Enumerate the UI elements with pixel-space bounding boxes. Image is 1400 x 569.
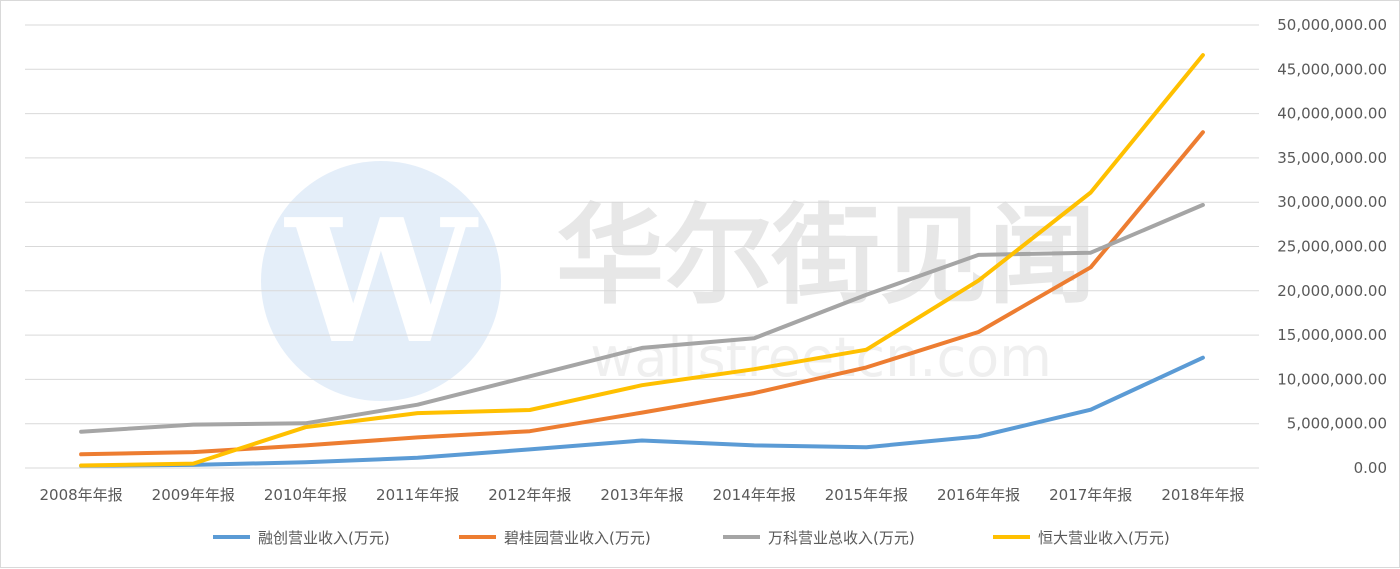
- y-tick-label: 50,000,000.00: [1277, 16, 1387, 34]
- x-tick-label: 2014年年报: [713, 486, 796, 504]
- y-tick-label: 45,000,000.00: [1277, 60, 1387, 78]
- x-tick-label: 2016年年报: [937, 486, 1020, 504]
- y-tick-label: 0.00: [1354, 459, 1387, 477]
- x-tick-label: 2018年年报: [1161, 486, 1244, 504]
- legend-label-1: 碧桂园营业收入(万元): [504, 529, 651, 547]
- x-tick-label: 2010年年报: [264, 486, 347, 504]
- y-tick-label: 5,000,000.00: [1287, 415, 1387, 433]
- y-tick-label: 40,000,000.00: [1277, 105, 1387, 123]
- grid-lines: [25, 25, 1259, 468]
- y-tick-label: 10,000,000.00: [1277, 370, 1387, 388]
- x-tick-label: 2013年年报: [600, 486, 683, 504]
- y-tick-label: 30,000,000.00: [1277, 193, 1387, 211]
- y-axis-ticks: 0.00 5,000,000.00 10,000,000.00 15,000,000.…: [1277, 16, 1387, 477]
- x-tick-label: 2009年年报: [152, 486, 235, 504]
- y-tick-label: 15,000,000.00: [1277, 326, 1387, 344]
- x-axis-ticks: 2008年年报 2009年年报 2010年年报 2011年年报 2012年年报 2013年…: [39, 486, 1244, 504]
- legend: 融创营业收入(万元) 碧桂园营业收入(万元) 万科营业总收入(万元) 恒大营业收入(万…: [213, 529, 1170, 547]
- y-tick-label: 25,000,000.00: [1277, 238, 1387, 256]
- watermark: W 华尔街见闻 wallstreetcn.com: [261, 161, 1096, 401]
- legend-label-3: 恒大营业收入(万元): [1038, 529, 1170, 547]
- legend-label-2: 万科营业总收入(万元): [768, 529, 915, 547]
- y-tick-label: 35,000,000.00: [1277, 149, 1387, 167]
- x-tick-label: 2015年年报: [825, 486, 908, 504]
- y-tick-label: 20,000,000.00: [1277, 282, 1387, 300]
- x-tick-label: 2017年年报: [1049, 486, 1132, 504]
- x-tick-label: 2011年年报: [376, 486, 459, 504]
- x-tick-label: 2012年年报: [488, 486, 571, 504]
- watermark-logo-letter: W: [284, 182, 479, 382]
- x-tick-label: 2008年年报: [39, 486, 122, 504]
- legend-label-0: 融创营业收入(万元): [258, 529, 390, 547]
